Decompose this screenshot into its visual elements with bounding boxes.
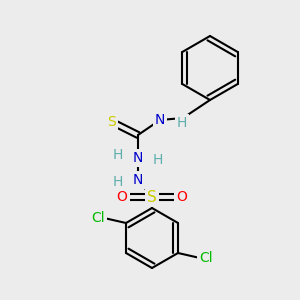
Text: S: S — [147, 190, 157, 205]
Text: H: H — [113, 148, 123, 162]
Text: N: N — [133, 151, 143, 165]
Text: H: H — [113, 175, 123, 189]
Text: O: O — [177, 190, 188, 204]
Text: Cl: Cl — [91, 211, 105, 225]
Text: S: S — [108, 115, 116, 129]
Text: N: N — [155, 113, 165, 127]
Text: H: H — [177, 116, 187, 130]
Text: O: O — [117, 190, 128, 204]
Text: Cl: Cl — [199, 251, 213, 265]
Text: H: H — [153, 153, 163, 167]
Text: N: N — [133, 173, 143, 187]
